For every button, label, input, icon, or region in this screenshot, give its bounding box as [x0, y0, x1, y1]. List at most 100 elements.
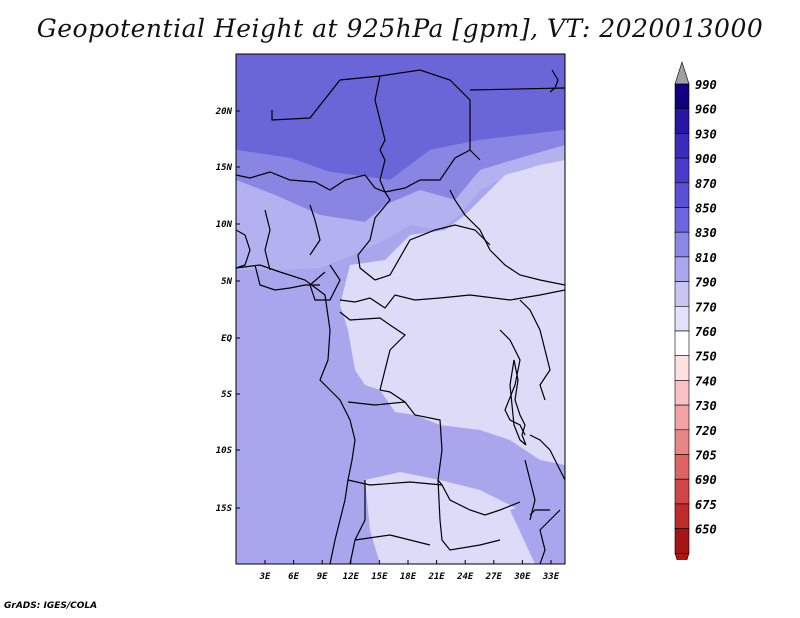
lon-tick-label: 21E	[427, 572, 445, 580]
lon-tick-label: 33E	[542, 572, 560, 580]
border-line	[469, 87, 565, 91]
colorbar-swatch	[674, 503, 690, 529]
border-line	[271, 69, 481, 161]
lon-tick-label: 30E	[513, 572, 531, 580]
lat-axis: 20N 15N 10N 5N EQ 5S 10S 15S	[215, 107, 240, 514]
field-830-band	[236, 54, 565, 180]
colorbar-level-label: 790	[695, 276, 717, 290]
colorbar-swatch	[674, 380, 690, 406]
border-line	[349, 480, 366, 564]
lat-tick-label: 5S	[221, 390, 232, 400]
colorbar-svg: 990 960 930 900 870 850 830 810 790 770 760 750 740 7…	[674, 61, 717, 577]
border-line	[357, 159, 391, 281]
lat-tick-label: 10S	[216, 446, 233, 456]
chart-title: Geopotential Height at 925hPa [gpm], VT:…	[36, 14, 764, 43]
border-line	[236, 171, 386, 193]
border-line	[374, 75, 386, 161]
colorbar-swatch	[674, 306, 690, 332]
colorbar-level-label: 870	[695, 177, 717, 191]
map-panel: 20N 15N 10N 5N EQ 5S 10S 15S 3E 6E 9E 12E 15E 18E 21E…	[180, 40, 600, 582]
lat-tick-label: 10N	[216, 220, 233, 230]
colorbar-level-label: 810	[695, 251, 717, 265]
colorbar-level-label: 650	[695, 523, 717, 537]
colorbar-swatch	[674, 207, 690, 233]
lon-tick-label: 6E	[288, 572, 299, 580]
colorbar-level-label: 770	[695, 300, 717, 314]
border-line	[309, 264, 341, 301]
lat-tick-label: 15N	[216, 163, 233, 173]
border-line	[449, 189, 565, 286]
colorbar-swatch	[674, 478, 690, 505]
field-770-region	[340, 160, 565, 465]
colorbar-swatch	[674, 454, 690, 480]
borders	[236, 69, 565, 564]
colorbar: 990 960 930 900 870 850 830 810 790 770 760 750 740 7…	[660, 60, 780, 577]
lat-tick-label: 20N	[215, 107, 233, 117]
colorbar-swatch	[674, 355, 690, 381]
lon-tick-label: 12E	[343, 572, 360, 580]
colorbar-level-label: 705	[695, 449, 717, 463]
colorbar-swatch	[674, 281, 690, 307]
colorbar-level-label: 850	[695, 202, 717, 216]
colorbar-level-label: 990	[695, 78, 717, 92]
map-frame	[235, 53, 566, 565]
border-line	[339, 289, 565, 309]
colorbar-swatch	[674, 157, 690, 184]
border-line	[339, 311, 406, 391]
colorbar-top-arrow	[674, 61, 690, 85]
border-line	[309, 204, 321, 256]
colorbar-swatch	[674, 182, 690, 208]
border-line	[384, 149, 471, 193]
colorbar-swatch	[674, 528, 690, 554]
colorbar-swatch	[674, 83, 690, 110]
colorbar-swatch	[674, 256, 690, 282]
border-line	[354, 534, 431, 546]
border-line	[236, 229, 251, 269]
colorbar-level-label: 750	[695, 350, 717, 364]
lon-axis: 3E 6E 9E 12E 15E 18E 21E 24E 27E 30E 33E	[259, 560, 560, 582]
lon-tick-label: 9E	[317, 572, 328, 580]
border-line	[549, 69, 559, 93]
border-line	[519, 299, 551, 401]
border-line	[529, 509, 550, 516]
colorbar-swatch	[674, 429, 690, 455]
lon-tick-label: 18E	[400, 572, 417, 580]
field-810-band	[236, 130, 565, 222]
border-line	[539, 509, 561, 564]
lon-tick-label: 27E	[485, 572, 503, 580]
border-line	[437, 479, 501, 551]
colorbar-level-label: 720	[695, 424, 717, 438]
colorbar-level-label: 690	[695, 473, 717, 487]
field-810-west	[236, 272, 340, 564]
colorbar-swatch	[674, 330, 690, 357]
border-line	[254, 264, 320, 291]
lon-tick-label: 24E	[456, 572, 474, 580]
border-line	[347, 479, 521, 516]
colorbar-swatch	[674, 133, 690, 159]
border-line	[529, 434, 565, 481]
field-810-southeast	[510, 495, 565, 564]
colorbar-level-label: 730	[695, 399, 717, 413]
map-svg: 20N 15N 10N 5N EQ 5S 10S 15S 3E 6E 9E 12E 15E 18E 21E…	[215, 53, 566, 582]
colorbar-level-label: 830	[695, 226, 717, 240]
lat-tick-label: EQ	[221, 334, 232, 344]
colorbar-level-label: 760	[695, 325, 717, 339]
colorbar-level-label: 930	[695, 127, 717, 141]
lat-tick-label: 15S	[216, 504, 233, 514]
border-line	[347, 401, 443, 486]
colorbar-level-label: 960	[695, 103, 717, 117]
border-line	[374, 224, 491, 281]
colorbar-bottom-arrow	[674, 552, 690, 577]
colorbar-swatch	[674, 231, 690, 258]
contour-field	[236, 54, 565, 564]
lon-tick-label: 3E	[259, 572, 271, 580]
colorbar-level-label: 900	[695, 152, 717, 166]
border-line	[379, 389, 406, 403]
border-line	[264, 209, 271, 271]
colorbar-swatch	[674, 404, 690, 431]
lake-outline	[509, 359, 527, 446]
colorbar-level-label: 675	[695, 498, 717, 512]
footer-credit: GrADS: IGES/COLA	[4, 601, 98, 611]
lat-tick-label: 5N	[221, 277, 232, 287]
lon-tick-label: 15E	[371, 572, 388, 580]
